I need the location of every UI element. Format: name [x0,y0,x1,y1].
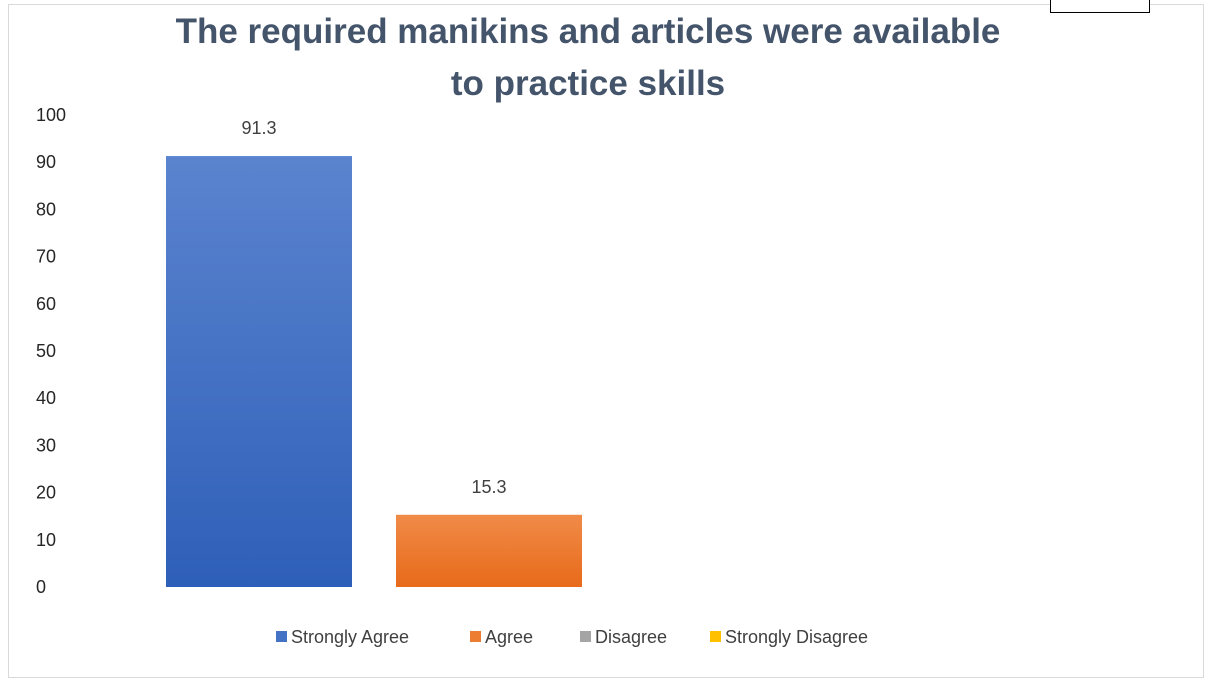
data-label: 15.3 [471,477,506,497]
legend-swatch [470,631,481,642]
legend-label: Strongly Agree [291,627,409,647]
y-tick-label: 40 [36,388,56,408]
chart-title-line-2: to practice skills [451,64,725,103]
y-tick-label: 20 [36,483,56,503]
bar-strongly-agree [166,156,352,587]
legend-label: Agree [485,627,533,647]
legend-label: Strongly Disagree [725,627,868,647]
y-tick-label: 100 [36,105,66,125]
y-tick-label: 0 [36,577,46,597]
bar-agree [396,514,582,587]
y-tick-label: 80 [36,199,56,219]
legend: Strongly Agree Agree Disagree Strongly Disa… [276,627,868,647]
corner-box [1050,0,1150,13]
legend-swatch [580,631,591,642]
bars [166,156,582,587]
legend-swatch [710,631,721,642]
data-labels: 91.3 15.3 [241,118,506,497]
y-axis-tick-labels: 0 10 20 30 40 50 60 70 80 90 100 [36,105,66,597]
y-tick-label: 50 [36,341,56,361]
legend-swatch [276,631,287,642]
legend-label: Disagree [595,627,667,647]
chart-title-line-1: The required manikins and articles were … [176,12,1001,51]
y-tick-label: 70 [36,247,56,267]
y-tick-label: 90 [36,152,56,172]
data-label: 91.3 [241,118,276,138]
y-tick-label: 60 [36,294,56,314]
y-tick-label: 10 [36,530,56,550]
y-tick-label: 30 [36,435,56,455]
